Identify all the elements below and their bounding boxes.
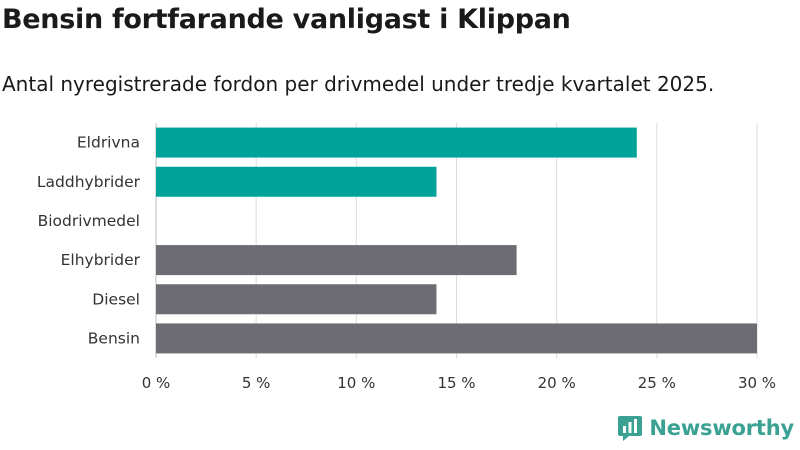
category-labels: Eldrivna Laddhybrider Biodrivmedel Elhybrid… [37,134,141,348]
bar-diesel [156,284,437,315]
category-label: Laddhybrider [37,173,141,191]
brand-logo: Newsworthy [617,414,794,442]
x-tick-label: 10 % [337,374,375,392]
x-tick-label: 5 % [242,374,271,392]
category-label: Bensin [88,329,140,347]
x-tick-label: 15 % [437,374,475,392]
category-label: Elhybrider [61,251,141,269]
x-tick-label: 30 % [738,374,776,392]
x-tick-label: 20 % [538,374,576,392]
chart-subtitle: Antal nyregistrerade fordon per drivmede… [2,72,715,96]
chart-title: Bensin fortfarande vanligast i Klippan [2,4,571,35]
brand-name: Newsworthy [649,416,794,440]
category-label: Eldrivna [77,134,140,152]
category-label: Diesel [92,290,140,308]
x-tick-label: 0 % [142,374,171,392]
gridlines [155,123,758,358]
bar-laddhybrider [156,166,437,197]
bars [156,127,757,354]
bar-eldrivna [156,127,637,158]
x-axis-ticks: 0 % 5 % 10 % 15 % 20 % 25 % 30 % [142,374,776,392]
x-tick-label: 25 % [638,374,676,392]
bar-bensin [156,323,757,354]
category-label: Biodrivmedel [38,212,140,230]
bar-elhybrider [156,245,517,276]
newsworthy-logo-icon [618,416,643,441]
